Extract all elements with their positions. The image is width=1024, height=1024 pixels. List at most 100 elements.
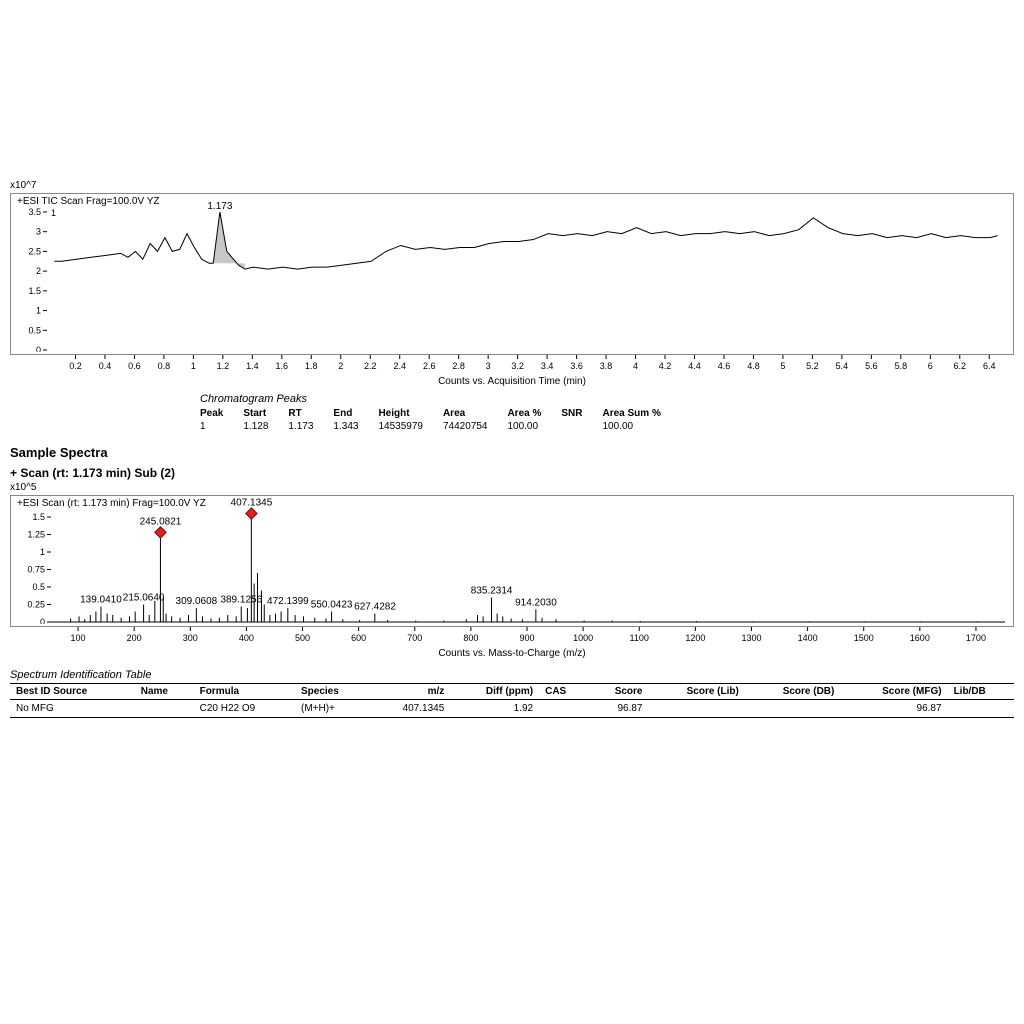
chromatogram-peaks-table: PeakStartRTEndHeightAreaArea %SNRArea Su… [200,407,681,433]
scan-title: + Scan (rt: 1.173 min) Sub (2) [10,466,1014,480]
peaks-col-header: Peak [200,407,243,420]
spectrum-x-axis: 1002003004005006007008009001000110012001… [10,627,1010,643]
svg-text:5.4: 5.4 [836,361,849,371]
sample-spectra-title: Sample Spectra [10,445,1014,460]
svg-text:3.5: 3.5 [28,207,41,217]
id-col-header: Name [135,684,194,700]
svg-text:500: 500 [295,633,310,643]
id-col-header: Score [589,684,649,700]
svg-text:1.8: 1.8 [305,361,318,371]
svg-text:1: 1 [191,361,196,371]
svg-text:1100: 1100 [630,633,649,643]
peaks-col-header: Height [378,407,443,420]
svg-text:2: 2 [36,266,41,276]
svg-text:1.173: 1.173 [207,201,232,212]
svg-text:4.6: 4.6 [718,361,731,371]
id-col-header: Score (MFG) [840,684,947,700]
svg-text:215.0640: 215.0640 [123,593,165,604]
svg-text:4.4: 4.4 [688,361,701,371]
svg-text:0.4: 0.4 [99,361,112,371]
svg-text:914.2030: 914.2030 [515,597,557,608]
peaks-col-header: SNR [561,407,602,420]
id-col-header: Diff (ppm) [450,684,539,700]
chromatogram-y-exp: x10^7 [10,180,1014,191]
svg-text:1: 1 [51,208,56,218]
svg-text:1300: 1300 [741,633,761,643]
svg-text:0.25: 0.25 [27,600,45,610]
peaks-col-header: Area [443,407,508,420]
svg-text:3.2: 3.2 [511,361,524,371]
svg-text:407.1345: 407.1345 [231,498,273,509]
svg-text:3: 3 [486,361,491,371]
svg-text:1400: 1400 [798,633,818,643]
svg-text:4.8: 4.8 [747,361,760,371]
svg-text:2.6: 2.6 [423,361,436,371]
svg-text:100: 100 [71,633,86,643]
svg-text:245.0821: 245.0821 [140,516,182,527]
svg-text:139.0410: 139.0410 [80,595,122,606]
svg-text:6: 6 [928,361,933,371]
svg-text:4: 4 [633,361,638,371]
svg-text:1000: 1000 [573,633,593,643]
peaks-row: 11.1281.1731.3431453597974420754100.0010… [200,420,681,433]
svg-text:5.2: 5.2 [806,361,819,371]
chromatogram-x-axis: 0.20.40.60.811.21.41.61.822.22.42.62.833… [10,355,1010,371]
svg-text:1.6: 1.6 [276,361,289,371]
peaks-col-header: Area % [507,407,561,420]
svg-text:0.6: 0.6 [128,361,141,371]
spectrum-y-exp: x10^5 [10,482,1014,493]
svg-text:2: 2 [338,361,343,371]
id-col-header: Species [295,684,370,700]
id-col-header: Best ID Source [10,684,135,700]
svg-text:1500: 1500 [854,633,874,643]
svg-text:800: 800 [463,633,478,643]
peaks-col-header: Area Sum % [602,407,680,420]
svg-text:0.8: 0.8 [158,361,171,371]
svg-text:400: 400 [239,633,254,643]
svg-text:550.0423: 550.0423 [311,600,353,611]
svg-text:3: 3 [36,227,41,237]
peaks-col-header: Start [243,407,288,420]
svg-text:3.8: 3.8 [600,361,613,371]
svg-text:3.4: 3.4 [541,361,554,371]
svg-text:1.5: 1.5 [32,512,45,522]
svg-text:3.6: 3.6 [570,361,583,371]
id-col-header: Score (Lib) [648,684,744,700]
spectrum-id-table: Best ID SourceNameFormulaSpeciesm/zDiff … [10,683,1014,718]
spectrum-chart: +ESI Scan (rt: 1.173 min) Frag=100.0V YZ… [10,495,1014,627]
chromatogram-chart: +ESI TIC Scan Frag=100.0V YZ 00.511.522.… [10,193,1014,355]
svg-text:0: 0 [40,617,45,624]
peaks-col-header: End [333,407,378,420]
svg-text:472.1399: 472.1399 [267,596,309,607]
svg-text:1: 1 [36,306,41,316]
svg-text:627.4282: 627.4282 [354,602,396,613]
svg-text:200: 200 [127,633,142,643]
svg-text:2.2: 2.2 [364,361,377,371]
svg-text:1.5: 1.5 [28,286,41,296]
id-row: No MFGC20 H22 O9(M+H)+407.13451.9296.879… [10,700,1014,718]
svg-text:6.2: 6.2 [954,361,967,371]
svg-text:6.4: 6.4 [983,361,996,371]
peaks-col-header: RT [288,407,333,420]
id-col-header: CAS [539,684,589,700]
id-col-header: Formula [194,684,295,700]
spectrum-title: +ESI Scan (rt: 1.173 min) Frag=100.0V YZ [17,498,206,509]
svg-text:309.0608: 309.0608 [176,596,218,607]
svg-text:0.5: 0.5 [28,325,41,335]
chromatogram-title: +ESI TIC Scan Frag=100.0V YZ [17,196,160,207]
svg-text:700: 700 [407,633,422,643]
svg-text:0.5: 0.5 [32,582,45,592]
id-col-header: Score (DB) [745,684,841,700]
svg-text:1.25: 1.25 [27,530,45,540]
svg-text:600: 600 [351,633,366,643]
svg-text:1: 1 [40,547,45,557]
svg-text:1.2: 1.2 [217,361,230,371]
svg-text:0: 0 [36,345,41,352]
svg-text:5.8: 5.8 [895,361,908,371]
spectrum-x-label: Counts vs. Mass-to-Charge (m/z) [10,648,1014,659]
svg-text:900: 900 [519,633,534,643]
svg-text:0.2: 0.2 [69,361,82,371]
svg-text:5: 5 [780,361,785,371]
spectrum-id-caption: Spectrum Identification Table [10,669,1014,681]
svg-text:2.4: 2.4 [393,361,406,371]
